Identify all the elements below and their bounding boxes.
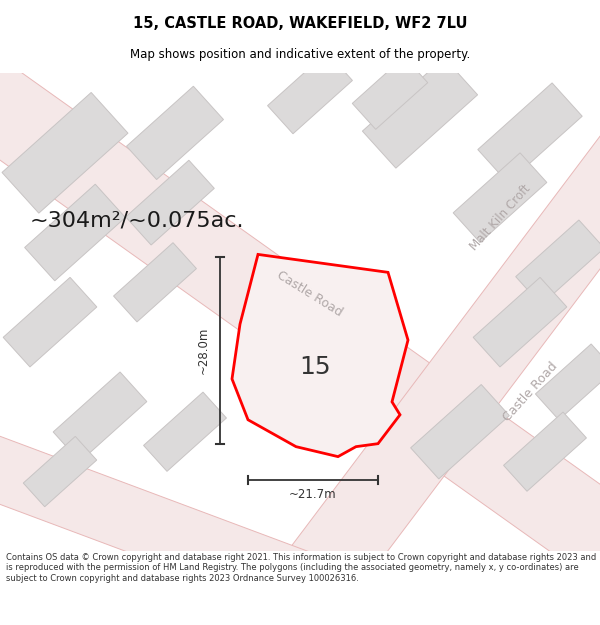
Polygon shape (410, 384, 509, 479)
Polygon shape (362, 58, 478, 168)
Polygon shape (453, 153, 547, 242)
Text: 15: 15 (299, 355, 331, 379)
Polygon shape (503, 412, 586, 491)
Polygon shape (268, 0, 600, 625)
Polygon shape (126, 160, 214, 245)
Polygon shape (127, 86, 223, 179)
Polygon shape (232, 254, 408, 457)
Polygon shape (25, 184, 125, 281)
Polygon shape (0, 422, 361, 625)
Text: 15, CASTLE ROAD, WAKEFIELD, WF2 7LU: 15, CASTLE ROAD, WAKEFIELD, WF2 7LU (133, 16, 467, 31)
Text: ~28.0m: ~28.0m (197, 327, 210, 374)
Text: Contains OS data © Crown copyright and database right 2021. This information is : Contains OS data © Crown copyright and d… (6, 552, 596, 582)
Text: ~21.7m: ~21.7m (289, 488, 337, 501)
Text: ~304m²/~0.075ac.: ~304m²/~0.075ac. (30, 211, 245, 231)
Polygon shape (473, 278, 567, 367)
Polygon shape (0, 39, 600, 605)
Polygon shape (3, 278, 97, 367)
Polygon shape (516, 220, 600, 305)
Polygon shape (478, 83, 582, 183)
Polygon shape (53, 372, 147, 462)
Polygon shape (352, 57, 428, 129)
Polygon shape (23, 436, 97, 507)
Polygon shape (268, 52, 352, 134)
Text: Map shows position and indicative extent of the property.: Map shows position and indicative extent… (130, 48, 470, 61)
Polygon shape (113, 242, 196, 322)
Text: Castle Road: Castle Road (500, 360, 560, 424)
Polygon shape (143, 392, 226, 471)
Polygon shape (2, 92, 128, 213)
Text: Castle Road: Castle Road (275, 269, 345, 319)
Polygon shape (535, 344, 600, 420)
Text: Malt Kiln Croft: Malt Kiln Croft (467, 182, 533, 253)
